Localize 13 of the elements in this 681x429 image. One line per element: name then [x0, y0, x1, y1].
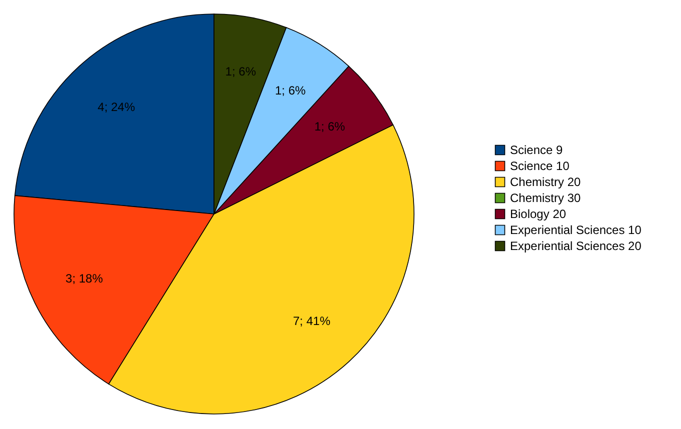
legend-label: Experiential Sciences 20 [510, 239, 642, 253]
data-label: 3; 18% [66, 272, 104, 286]
data-label: 1; 6% [225, 64, 256, 78]
data-label: 1; 6% [274, 84, 306, 98]
legend-label: Experiential Sciences 10 [510, 223, 642, 237]
data-label: 7; 41% [293, 314, 331, 328]
legend-label: Chemistry 20 [510, 175, 582, 189]
legend-label: Science 9 [510, 143, 564, 157]
data-label: 1; 6% [314, 120, 346, 134]
legend-label: Biology 20 [510, 207, 566, 221]
legend-label: Science 10 [510, 159, 570, 173]
legend-label: Chemistry 30 [510, 191, 582, 205]
data-label: 4; 24% [98, 100, 136, 114]
